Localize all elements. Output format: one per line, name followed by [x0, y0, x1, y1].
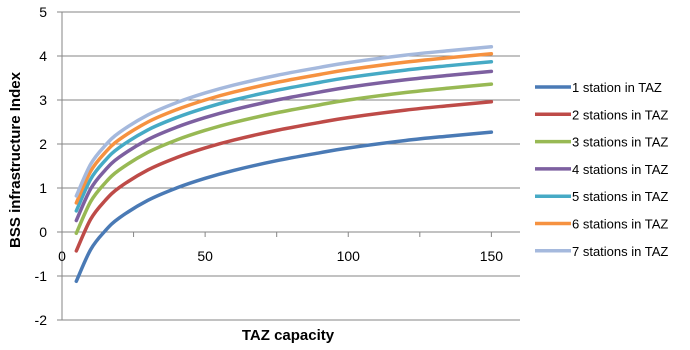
y-tick-label: 5: [39, 4, 47, 20]
y-tick-label: 4: [39, 48, 47, 64]
legend-item: 7 stations in TAZ: [535, 244, 668, 259]
x-tick-label: 50: [197, 248, 213, 264]
y-tick-label: 2: [39, 136, 47, 152]
y-tick-label: 0: [39, 224, 47, 240]
legend-item: 2 stations in TAZ: [535, 107, 668, 122]
legend-label: 4 stations in TAZ: [572, 162, 668, 177]
x-tick-label: 100: [337, 248, 361, 264]
legend-item: 5 stations in TAZ: [535, 189, 668, 204]
legend-item: 4 stations in TAZ: [535, 162, 668, 177]
legend-label: 5 stations in TAZ: [572, 189, 668, 204]
legend: 1 station in TAZ 2 stations in TAZ 3 stati…: [535, 80, 668, 259]
legend-item: 1 station in TAZ: [535, 80, 662, 95]
x-tick-label: 150: [480, 248, 504, 264]
legend-label: 2 stations in TAZ: [572, 107, 668, 122]
legend-item: 3 stations in TAZ: [535, 135, 668, 150]
legend-label: 7 stations in TAZ: [572, 244, 668, 259]
series-line-6: [74, 52, 494, 205]
y-tick-label: 3: [39, 92, 47, 108]
series-line-5: [74, 59, 494, 213]
series-line-3: [74, 82, 494, 236]
series-line-4: [74, 69, 494, 223]
series-line-2: [74, 100, 494, 253]
x-tick-label: 0: [58, 248, 66, 264]
legend-label: 3 stations in TAZ: [572, 135, 668, 150]
x-tick-labels: 0 50 100 150: [58, 248, 503, 264]
legend-label: 1 station in TAZ: [572, 80, 662, 95]
y-tick-labels: -2 -1 0 1 2 3 4 5: [35, 4, 48, 328]
y-tick-label: -2: [35, 312, 48, 328]
legend-item: 6 stations in TAZ: [535, 217, 668, 232]
series-line-7: [74, 45, 494, 198]
series-lines: [74, 45, 494, 284]
axes: [57, 11, 520, 321]
legend-label: 6 stations in TAZ: [572, 217, 668, 232]
x-axis-title: TAZ capacity: [242, 327, 335, 344]
y-tick-label: 1: [39, 180, 47, 196]
series-line-1: [74, 130, 494, 284]
y-tick-label: -1: [35, 268, 48, 284]
y-axis-title: BSS infrastructure Index: [7, 71, 24, 248]
